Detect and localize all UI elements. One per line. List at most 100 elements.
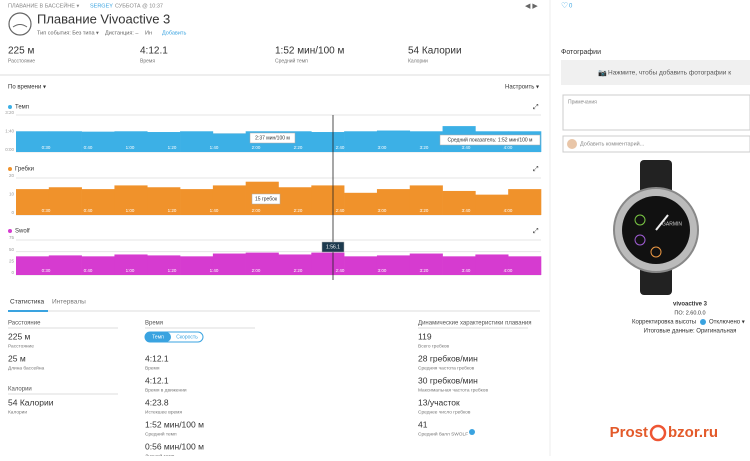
setting-value[interactable]: Отключено ▾ [709, 320, 745, 326]
y-tick-label: 3:20 [5, 110, 14, 115]
x-tick-label: 4:00 [504, 268, 513, 273]
stat-value: 41 [418, 419, 428, 429]
x-tick-label: 1:40 [210, 268, 219, 273]
watermark: Prost [610, 424, 648, 441]
bar [376, 189, 411, 215]
summary-value: 54 Калории [408, 46, 462, 57]
expand-icon: ⤢ [533, 104, 539, 111]
summary-setting: Итоговые данные: Оригинальная [644, 329, 737, 335]
stat-label: Максимальная частота гребков [418, 387, 488, 393]
y-tick-label: 10 [9, 192, 15, 197]
tooltip: 2:37 мин/100 м [255, 135, 290, 141]
comment-box[interactable] [562, 135, 750, 153]
bar [311, 185, 345, 215]
photo-dropzone[interactable] [561, 60, 750, 85]
bar [180, 131, 214, 152]
bar [48, 131, 82, 152]
stat-label: Калории [8, 409, 27, 415]
stat-value: 30 гребков/мин [418, 375, 478, 385]
expand-icon: ⤢ [533, 166, 539, 173]
stat-value: 28 гребков/мин [418, 353, 478, 363]
x-tick-label: 2:20 [294, 208, 303, 213]
bar [114, 254, 148, 275]
device: vivoactive 3 [673, 302, 708, 308]
tooltip-bg [251, 193, 281, 205]
toggle-active [145, 332, 171, 342]
y-tick-label: 50 [9, 247, 15, 252]
stat-value: 1:52 мин/100 м [145, 419, 204, 429]
bar [147, 132, 181, 152]
bar [409, 253, 443, 275]
toggle-option[interactable]: Темп [152, 334, 164, 340]
bar [344, 192, 378, 215]
stat-label: Всего гребков [418, 343, 450, 349]
watermark-icon [649, 424, 667, 442]
tooltip: 1:56.1 [326, 244, 340, 250]
x-tick-label: 3:00 [378, 268, 387, 273]
bar [344, 131, 378, 152]
nav-arrows: ◀ ▶ [525, 3, 538, 10]
control[interactable]: По времени ▾ [8, 85, 46, 91]
bar [212, 185, 246, 215]
bar [48, 255, 82, 275]
user: SERGEY [90, 3, 113, 9]
bar [180, 256, 214, 275]
notes-box[interactable] [562, 94, 750, 131]
y-tick-label: 0:00 [5, 147, 14, 152]
watch-widget [650, 246, 662, 258]
tab[interactable]: Интервалы [52, 299, 86, 306]
bar [212, 133, 246, 152]
x-tick-label: 0:40 [84, 268, 93, 273]
likes: 0 [569, 4, 573, 10]
y-tick-label: 20 [9, 173, 15, 178]
summary-value: 4:12.1 [140, 46, 168, 57]
summary-label: Средний темп [275, 57, 308, 64]
tooltip-bg [249, 132, 296, 144]
stat-label: Истекшее время [145, 409, 182, 415]
photo-add[interactable]: Нажмите, чтобы добавить фотографии к [608, 69, 731, 77]
stat-value: 54 Калории [8, 397, 54, 407]
bar [376, 255, 411, 275]
x-tick-label: 3:40 [462, 145, 471, 150]
bar [508, 256, 542, 275]
bar [344, 256, 378, 275]
control[interactable]: Настроить ▾ [505, 85, 539, 91]
y-tick-label: 0 [11, 210, 14, 215]
stat-value: 13/участок [418, 397, 460, 407]
summary-value: 1:52 мин/100 м [275, 46, 344, 57]
tooltip-bg [321, 241, 345, 253]
title: Плавание Vivoactive 3 [37, 11, 170, 26]
watch-hand [655, 214, 669, 231]
bar [475, 194, 509, 215]
x-tick-label: 0:40 [84, 145, 93, 150]
tab[interactable]: Статистика [10, 299, 45, 306]
firmware: ПО: 2.60.0.0 [674, 310, 705, 316]
x-tick-label: 2:40 [336, 268, 345, 273]
section-title: Расстояние [8, 321, 41, 327]
bar [147, 255, 181, 275]
bar [311, 132, 345, 152]
chart-name: Гребки [15, 167, 34, 173]
x-tick-label: 0:30 [42, 268, 51, 273]
tooltip: Средний показатель: 1:52 мин/100 м [447, 136, 533, 143]
x-tick-label: 2:40 [336, 208, 345, 213]
x-tick-label: 0:30 [42, 208, 51, 213]
x-tick-label: 2:40 [336, 145, 345, 150]
x-tick-label: 4:00 [504, 145, 513, 150]
x-tick-label: 1:00 [126, 208, 135, 213]
link[interactable]: Добавить [162, 30, 186, 36]
bar [16, 256, 50, 275]
x-tick-label: 3:40 [462, 208, 471, 213]
section-title: Калории [8, 387, 32, 393]
stat-value: 4:12.1 [145, 353, 169, 363]
sidebar-title: Фотографии [561, 49, 601, 56]
x-tick-label: 3:00 [378, 208, 387, 213]
expand-icon: ⤢ [533, 228, 539, 235]
toggle-option[interactable]: Скорость [176, 334, 198, 340]
bar [147, 187, 181, 215]
like-icon: ♡ [561, 1, 568, 10]
bar [409, 131, 443, 152]
chart-name: Swolf [15, 229, 30, 235]
y-tick-label: 75 [9, 235, 15, 240]
